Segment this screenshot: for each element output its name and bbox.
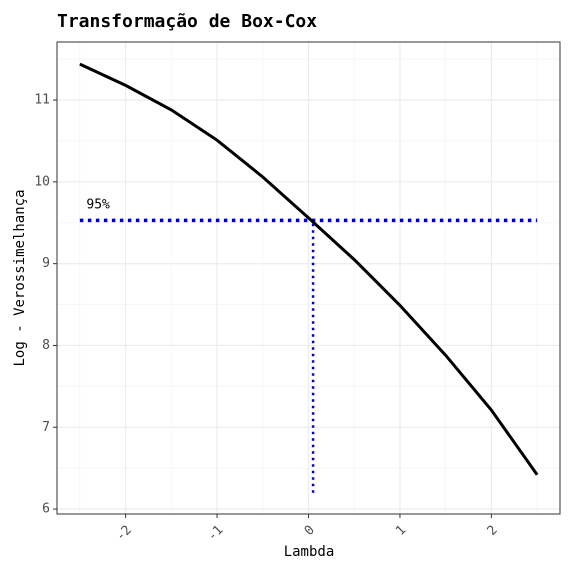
y-tick-label: 10 xyxy=(34,174,50,189)
chart-title: Transformação de Box-Cox xyxy=(57,11,317,32)
annotation: 95% xyxy=(86,197,110,212)
y-axis-title: Log - Verossimelhança xyxy=(12,189,28,366)
x-tick-label: -1 xyxy=(205,523,227,545)
y-tick-label: 8 xyxy=(42,338,50,353)
y-tick-label: 6 xyxy=(42,502,50,517)
y-tick-label: 11 xyxy=(34,93,50,108)
x-tick-label: 2 xyxy=(485,523,501,539)
x-tick-label: -2 xyxy=(113,523,135,545)
x-tick-label: 1 xyxy=(393,523,409,539)
x-tick-label: 0 xyxy=(302,523,318,539)
y-tick-label: 7 xyxy=(42,420,50,435)
y-tick-label: 9 xyxy=(42,256,50,271)
panel-border xyxy=(56,41,561,515)
line xyxy=(79,62,539,476)
x-axis-title: Lambda xyxy=(284,544,335,560)
